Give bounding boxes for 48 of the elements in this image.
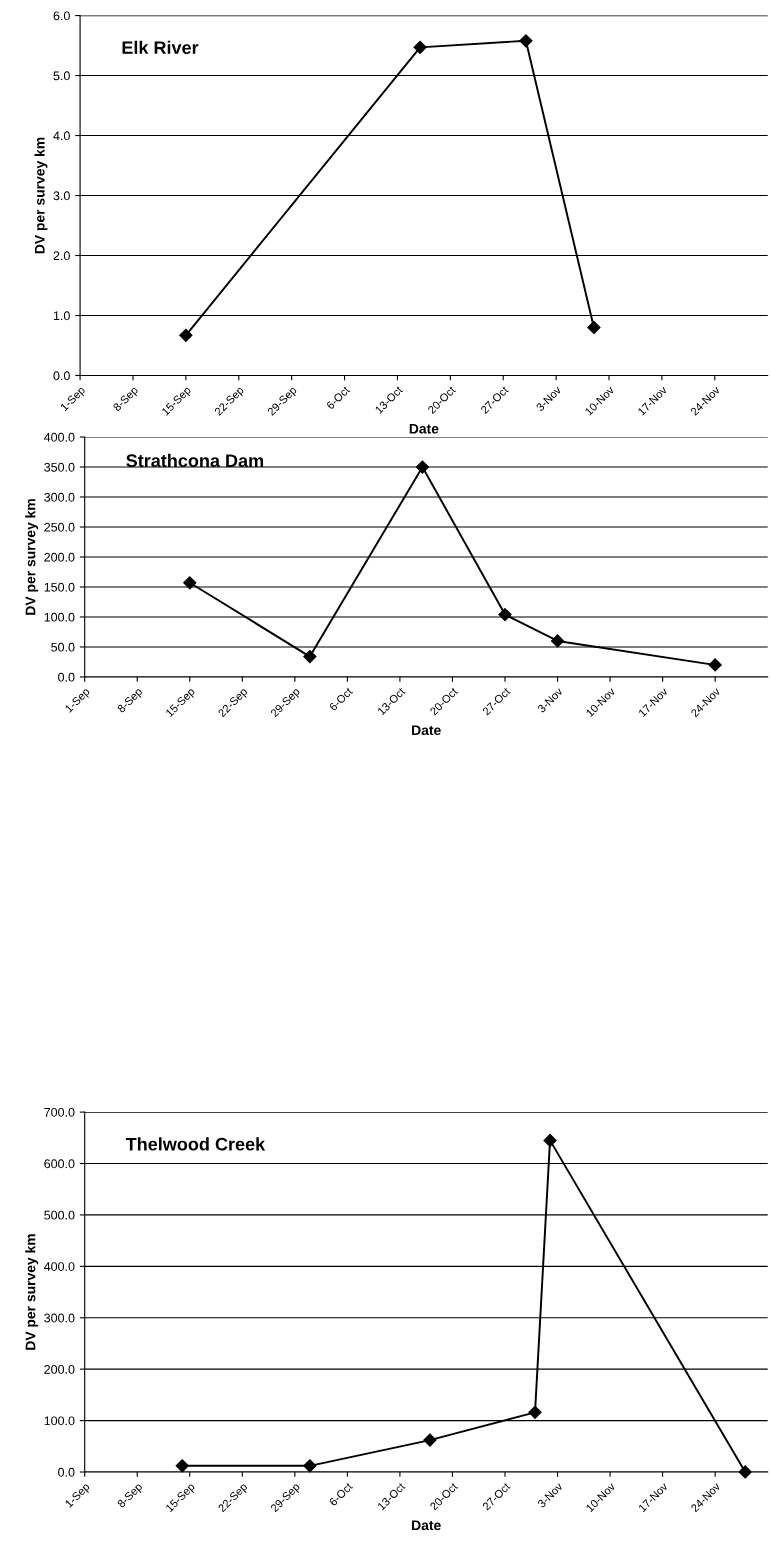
point (423, 1433, 437, 1447)
y-tick-label: 0.0 (58, 672, 75, 682)
point (708, 658, 722, 672)
point (303, 649, 317, 664)
y-tick-label: 150.0 (44, 582, 75, 592)
y-tick-label: 3.0 (53, 191, 70, 201)
point (183, 576, 197, 590)
y-tick-label: 6.0 (53, 11, 70, 21)
y-tick-label: 300.0 (44, 492, 75, 502)
point (550, 634, 565, 648)
x-axis-title: Date (412, 725, 441, 736)
y-tick-label: 2.0 (53, 251, 70, 261)
point (179, 328, 193, 342)
text: Elk River (122, 40, 199, 55)
point (498, 607, 512, 622)
y-tick-label: 50.0 (51, 642, 75, 652)
y-tick-label: 0.0 (53, 371, 70, 381)
point (415, 460, 430, 474)
y-tick-label: 500.0 (44, 1210, 75, 1220)
point (528, 1405, 542, 1419)
point (519, 34, 533, 48)
point (543, 1133, 557, 1147)
y-tick-label: 100.0 (44, 1416, 75, 1426)
y-tick-label: 200.0 (44, 552, 75, 562)
x-axis-title: Date (412, 1520, 441, 1531)
y-tick-label: 5.0 (53, 71, 70, 81)
y-tick-label: 100.0 (44, 612, 75, 622)
y-tick-label: 4.0 (53, 131, 70, 141)
y-tick-label: 350.0 (44, 462, 75, 472)
y-axis-title: DV per survey km (25, 1234, 39, 1350)
point (587, 320, 601, 335)
y-tick-label: 300.0 (44, 1313, 75, 1323)
y-axis-title: DV per survey km (25, 499, 39, 615)
y-tick-label: 400.0 (43, 432, 75, 442)
y-tick-label: 200.0 (44, 1364, 75, 1374)
point (413, 40, 427, 54)
y-tick-label: 400.0 (43, 1262, 75, 1271)
point (175, 1459, 189, 1473)
x-axis-title: Date (409, 423, 439, 434)
y-axis-title: DV per survey km (34, 137, 48, 254)
y-tick-label: 0.0 (58, 1467, 75, 1477)
y-tick-label: 250.0 (44, 522, 75, 532)
point (303, 1459, 317, 1473)
y-tick-label: 1.0 (53, 311, 70, 321)
y-tick-label: 600.0 (44, 1159, 75, 1169)
y-tick-label: 700.0 (44, 1107, 75, 1117)
text: Thelwood Creek (125, 1137, 266, 1151)
text: Strathcona Dam (126, 453, 264, 468)
